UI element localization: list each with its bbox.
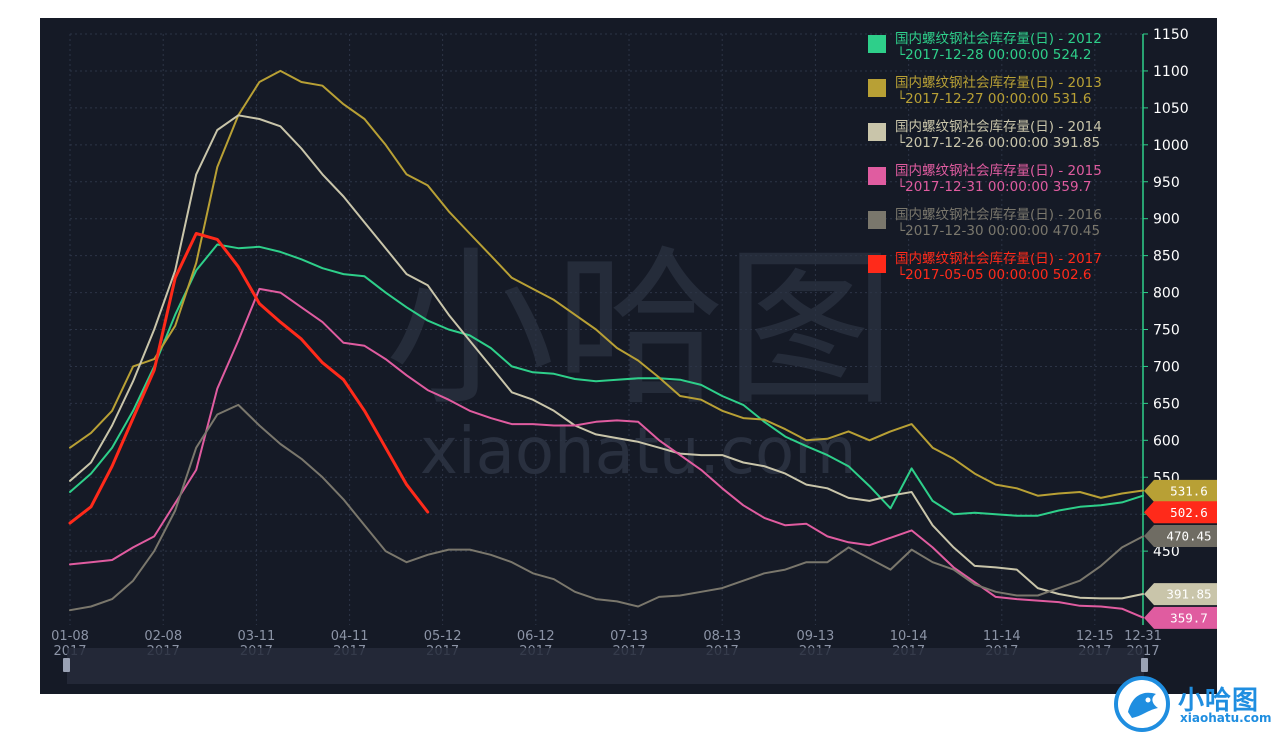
end-flag-4 <box>1144 606 1217 629</box>
x-tick-label: 07-13 <box>610 629 648 644</box>
legend-name: 国内螺纹钢社会库存量(日) - 2014 <box>895 119 1102 135</box>
legend-name: 国内螺纹钢社会库存量(日) - 2012 <box>895 31 1102 47</box>
y-tick-label: 450 <box>1153 544 1180 560</box>
y-tick-label: 1000 <box>1153 138 1189 154</box>
series-line-5 <box>68 232 430 525</box>
watermark-latin: xiaohatu.com <box>420 415 857 489</box>
brand-url: xiaohatu.com <box>1180 711 1272 725</box>
series-line-4 <box>69 403 1144 612</box>
range-navigator <box>67 648 1144 684</box>
brand-logo-icon <box>1114 676 1170 732</box>
end-flag-1 <box>1144 501 1217 524</box>
x-tick-label: 11-14 <box>983 629 1021 644</box>
y-tick-label: 750 <box>1153 323 1180 339</box>
range-handle-left <box>63 658 70 672</box>
y-tick-label: 1050 <box>1153 101 1189 117</box>
x-tick-label: 09-13 <box>797 629 835 644</box>
y-tick-label: 950 <box>1153 175 1180 191</box>
legend-latest: └2017-12-28 00:00:00 524.2 <box>897 46 1091 63</box>
x-tick-label: 05-12 <box>424 629 462 644</box>
x-tick-label: 02-08 <box>144 629 182 644</box>
x-tick-label: 12-31 <box>1124 629 1162 644</box>
legend-swatch-1 <box>868 79 886 97</box>
y-tick-label: 700 <box>1153 359 1180 375</box>
legend-swatch-3 <box>868 167 886 185</box>
y-tick-label: 850 <box>1153 249 1180 265</box>
legend-swatch-5 <box>868 255 886 273</box>
legend-name: 国内螺纹钢社会库存量(日) - 2017 <box>895 251 1102 267</box>
x-tick-label: 12-15 <box>1076 629 1114 644</box>
y-tick-label: 1100 <box>1153 64 1189 80</box>
x-tick-label: 06-12 <box>517 629 555 644</box>
x-tick-label: 08-13 <box>703 629 741 644</box>
end-flag-0 <box>1144 479 1217 502</box>
legend-latest: └2017-12-27 00:00:00 531.6 <box>897 90 1091 107</box>
legend-swatch-0 <box>868 35 886 53</box>
legend-name: 国内螺纹钢社会库存量(日) - 2016 <box>895 207 1102 223</box>
y-tick-label: 650 <box>1153 396 1180 412</box>
legend-latest: └2017-12-30 00:00:00 470.45 <box>897 222 1100 239</box>
y-tick-label: 1150 <box>1153 27 1189 43</box>
legend-swatch-4 <box>868 211 886 229</box>
legend-name: 国内螺纹钢社会库存量(日) - 2013 <box>895 75 1102 91</box>
y-tick-label: 900 <box>1153 212 1180 228</box>
end-flag-label: 502.6 <box>1170 505 1208 520</box>
series-line-1 <box>69 69 1144 499</box>
end-flag-2 <box>1144 525 1217 548</box>
end-flag-label: 391.85 <box>1166 587 1211 602</box>
brand-name: 小哈图 <box>1178 686 1260 716</box>
x-tick-label: 04-11 <box>331 629 369 644</box>
legend-swatch-2 <box>868 123 886 141</box>
legend-latest: └2017-12-31 00:00:00 359.7 <box>897 178 1091 195</box>
legend-name: 国内螺纹钢社会库存量(日) - 2015 <box>895 163 1102 179</box>
series-line-3 <box>69 287 1144 619</box>
y-tick-label: 800 <box>1153 286 1180 302</box>
end-flag-label: 531.6 <box>1170 483 1208 498</box>
chart-panel: 小哈图xiaohatu.com4505005506006507007508008… <box>40 18 1217 694</box>
line-chart: 小哈图xiaohatu.com4505005506006507007508008… <box>51 27 1217 684</box>
x-tick-label: 10-14 <box>890 629 928 644</box>
end-flag-label: 359.7 <box>1170 610 1208 625</box>
series-line-0 <box>69 243 1144 517</box>
legend-latest: └2017-12-26 00:00:00 391.85 <box>897 134 1100 151</box>
end-flag-3 <box>1144 583 1217 606</box>
range-handle-right <box>1141 658 1148 672</box>
legend-latest: └2017-05-05 00:00:00 502.6 <box>897 266 1091 283</box>
series-line-2 <box>69 114 1144 600</box>
end-flag-label: 470.45 <box>1166 529 1211 544</box>
x-tick-label: 03-11 <box>238 629 276 644</box>
x-tick-label: 01-08 <box>51 629 89 644</box>
y-tick-label: 600 <box>1153 433 1180 449</box>
